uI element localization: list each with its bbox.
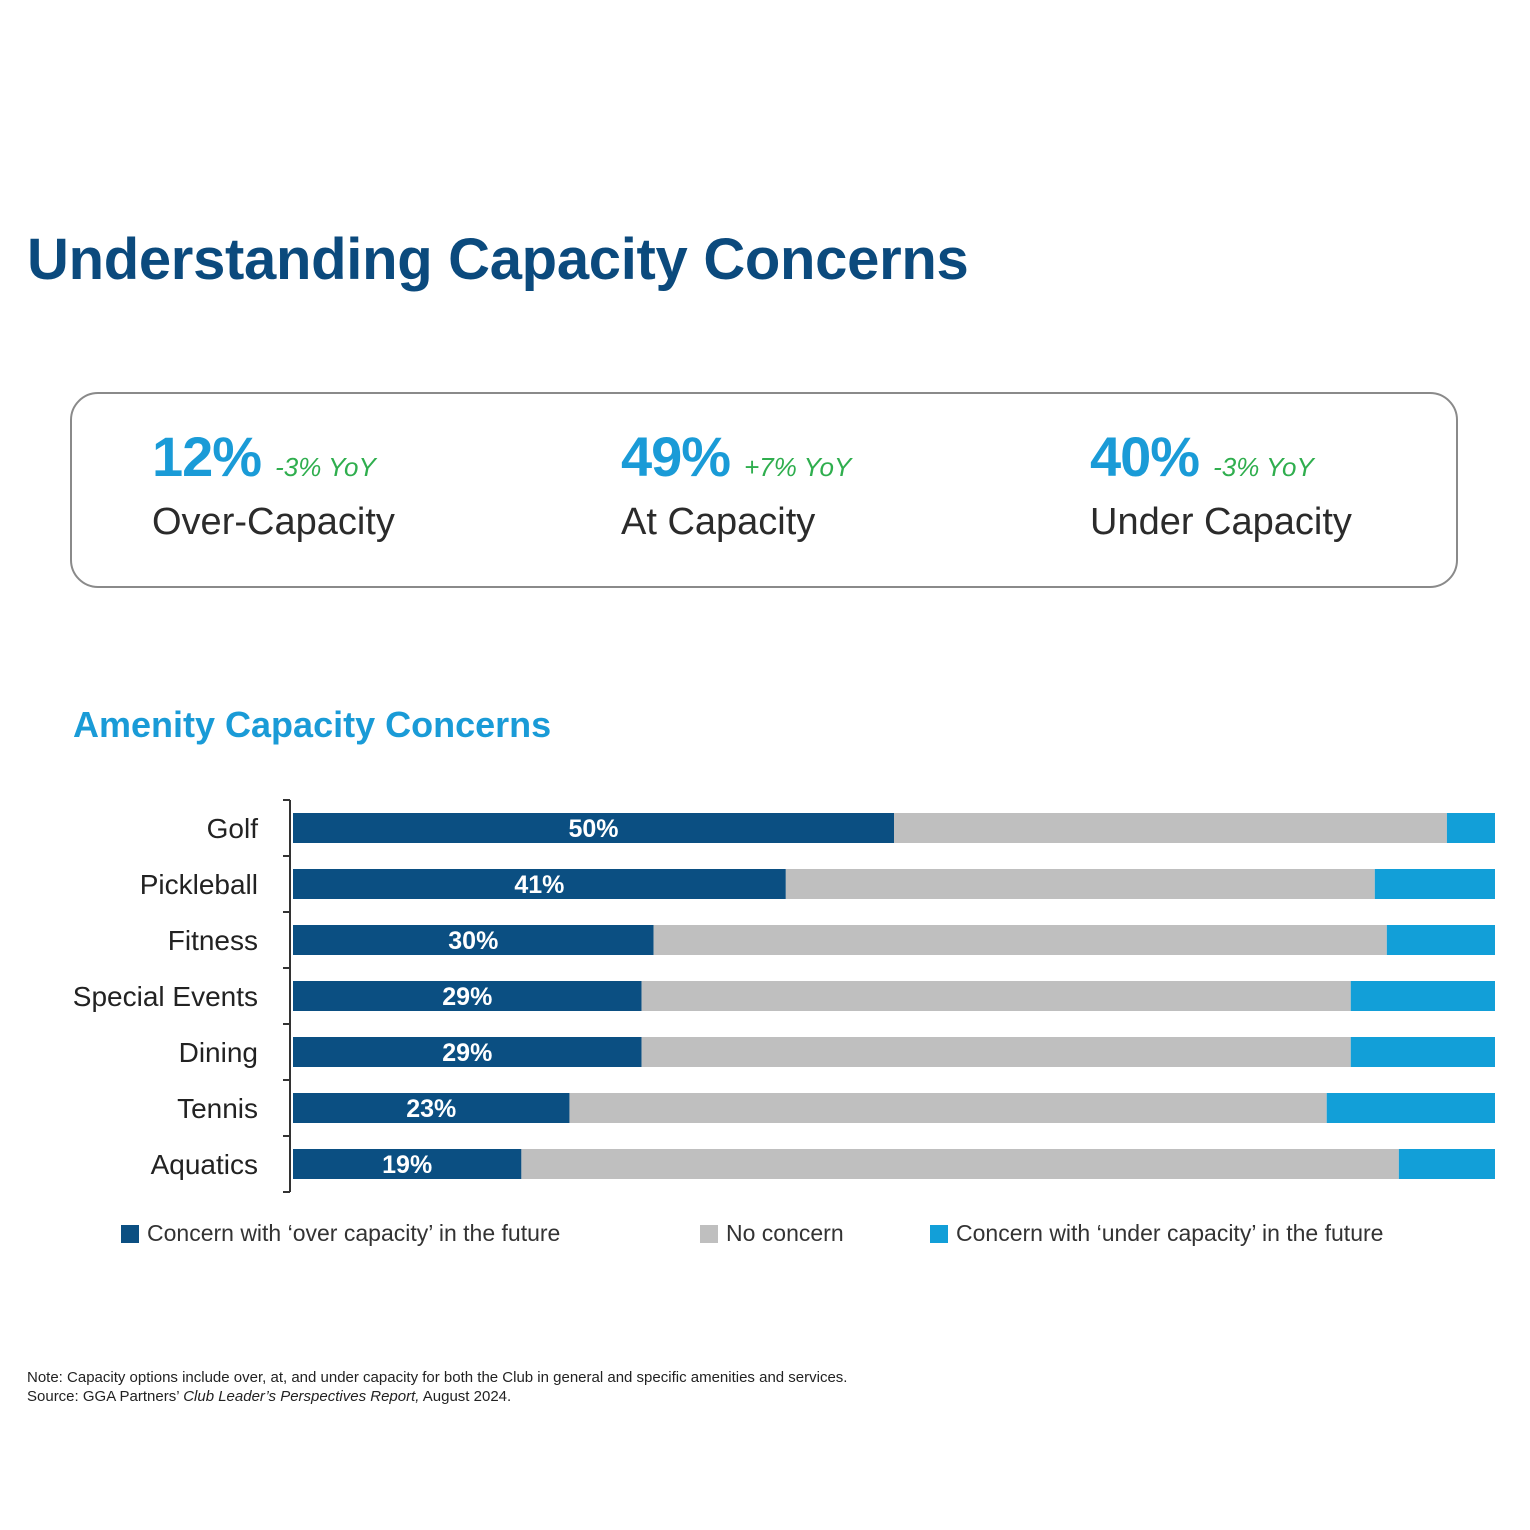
legend-swatch-under: [930, 1224, 948, 1243]
page-title: Understanding Capacity Concerns: [27, 227, 969, 292]
bar-segment-over: [293, 1037, 642, 1067]
stat-over-capacity: 12% -3% YoY Over-Capacity: [152, 424, 395, 544]
bar-segment-over: [293, 1149, 522, 1179]
bar-segment-under: [1350, 1037, 1495, 1067]
bar-segment-none: [641, 1037, 1351, 1067]
legend-swatch-none: [700, 1224, 718, 1243]
bar-segment-over: [293, 1093, 570, 1123]
bar-segment-none: [894, 813, 1447, 843]
source-text: Source: GGA Partners’ Club Leader’s Pers…: [27, 1387, 847, 1406]
bar-segment-none: [569, 1093, 1327, 1123]
stat-yoy-change: -3% YoY: [275, 452, 376, 482]
category-label: Golf: [207, 813, 259, 844]
bar-segment-over: [293, 925, 654, 955]
bar-data-label: 19%: [382, 1151, 432, 1179]
bar-data-label: 23%: [406, 1095, 456, 1123]
bar-data-label: 41%: [514, 871, 564, 899]
bar-segment-under: [1386, 925, 1495, 955]
category-label: Special Events: [73, 981, 258, 1012]
stat-label: Over-Capacity: [152, 501, 395, 543]
source-prefix: Source: GGA Partners’: [27, 1388, 184, 1405]
legend-item-over-capacity: Concern with ‘over capacity’ in the futu…: [121, 1220, 560, 1247]
source-title: Club Leader’s Perspectives Report,: [183, 1388, 420, 1405]
legend-label: Concern with ‘over capacity’ in the futu…: [147, 1220, 561, 1246]
bar-segment-none: [641, 981, 1351, 1011]
bar-segment-under: [1398, 1149, 1495, 1179]
stat-under-capacity: 40% -3% YoY Under Capacity: [1090, 424, 1352, 544]
bar-segment-over: [293, 813, 894, 843]
stat-label: At Capacity: [621, 501, 816, 543]
stat-yoy-change: +7% YoY: [744, 452, 852, 482]
amenity-capacity-chart: Golf 50% Pickleball 41% Fitness 30% Special Ev…: [73, 799, 1495, 1193]
bar-segment-none: [653, 925, 1387, 955]
bar-segment-over: [293, 869, 786, 899]
stat-value: 40%: [1090, 425, 1200, 488]
category-label: Pickleball: [140, 869, 258, 900]
bar-segment-under: [1446, 813, 1495, 843]
legend-label: Concern with ‘under capacity’ in the fut…: [956, 1220, 1384, 1246]
bar-data-label: 29%: [442, 983, 492, 1011]
bar-segment-under: [1350, 981, 1495, 1011]
category-label: Fitness: [168, 925, 258, 956]
stat-value: 49%: [621, 425, 731, 488]
bar-segment-over: [293, 981, 642, 1011]
stat-at-capacity: 49% +7% YoY At Capacity: [621, 424, 851, 544]
bar-segment-none: [521, 1149, 1399, 1179]
chart-title: Amenity Capacity Concerns: [73, 704, 552, 745]
bar-segment-under: [1374, 869, 1495, 899]
footnotes: Note: Capacity options include over, at,…: [27, 1368, 847, 1406]
note-text: Note: Capacity options include over, at,…: [27, 1369, 848, 1386]
stat-value: 12%: [152, 425, 262, 488]
stat-label: Under Capacity: [1090, 501, 1352, 543]
bar-data-label: 30%: [448, 927, 498, 955]
legend-swatch-over: [121, 1224, 139, 1243]
bar-segment-none: [785, 869, 1375, 899]
capacity-summary-box: 12% -3% YoY Over-Capacity 49% +7% YoY At C…: [70, 392, 1458, 588]
category-label: Dining: [179, 1037, 258, 1068]
bar-data-label: 29%: [442, 1039, 492, 1067]
bar-segment-under: [1326, 1093, 1495, 1123]
category-label: Aquatics: [151, 1149, 258, 1180]
legend-label: No concern: [726, 1220, 844, 1246]
legend-item-no-concern: No concern: [700, 1220, 844, 1247]
source-suffix: August 2024.: [419, 1388, 512, 1405]
legend-item-under-capacity: Concern with ‘under capacity’ in the fut…: [930, 1220, 1383, 1247]
stat-yoy-change: -3% YoY: [1213, 452, 1314, 482]
category-label: Tennis: [177, 1093, 258, 1124]
bar-data-label: 50%: [568, 815, 618, 843]
